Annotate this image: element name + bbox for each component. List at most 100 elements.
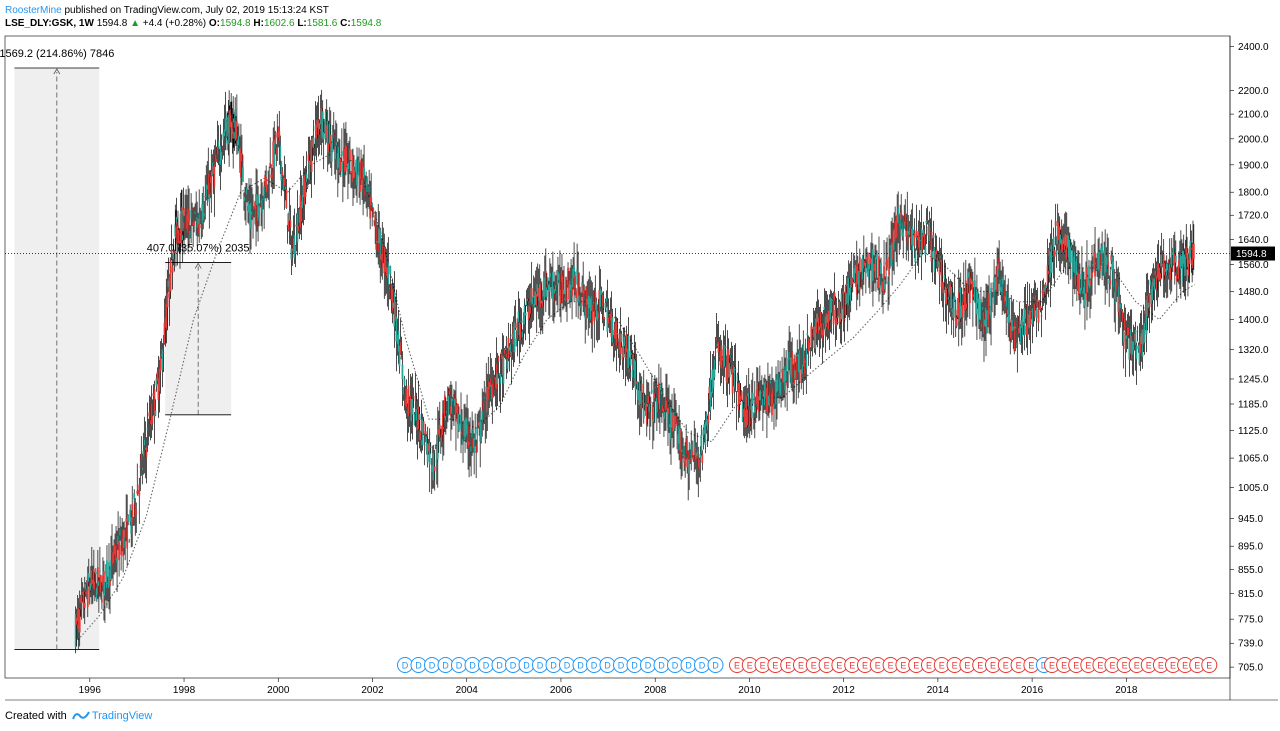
y-tick-label: 739.0 xyxy=(1238,639,1263,650)
candle-body xyxy=(701,454,704,463)
candle-body xyxy=(869,259,871,270)
candle-body xyxy=(442,427,445,429)
candle-body xyxy=(962,287,965,292)
candle-body xyxy=(184,208,186,215)
candle-body xyxy=(401,364,404,380)
candle-body xyxy=(1010,319,1013,341)
candle-body xyxy=(277,126,280,138)
candle-body xyxy=(893,228,896,251)
candle-body xyxy=(734,369,737,371)
candle-body xyxy=(1030,310,1033,312)
candle-body xyxy=(1089,280,1091,289)
candle-body xyxy=(147,441,150,443)
dividend-marker-label: D xyxy=(510,661,517,671)
candle-body xyxy=(698,459,701,470)
candle-body xyxy=(558,272,560,281)
candle-body xyxy=(390,284,393,301)
candle-body xyxy=(971,280,974,300)
y-tick-label: 1065.0 xyxy=(1238,454,1269,465)
candle-body xyxy=(687,451,690,474)
candle-body xyxy=(642,393,645,419)
candle-body xyxy=(953,296,956,302)
candle-body xyxy=(256,194,258,205)
candle-body xyxy=(848,287,851,296)
candle-body xyxy=(617,339,620,342)
candle-body xyxy=(1177,260,1180,279)
candle-body xyxy=(787,357,790,370)
candle-body xyxy=(952,298,955,318)
candle-body xyxy=(681,449,684,452)
candle-body xyxy=(488,382,491,390)
candle-body xyxy=(347,163,349,174)
candle-body xyxy=(1056,222,1059,244)
candle-body xyxy=(1068,239,1071,262)
candle-body xyxy=(1001,277,1004,295)
tradingview-brand[interactable]: TradingView xyxy=(91,710,153,722)
candle-body xyxy=(338,157,341,174)
candle-body xyxy=(321,111,324,138)
candle-body xyxy=(1007,296,1010,324)
candle-body xyxy=(579,306,582,308)
tradingview-logo-icon xyxy=(71,711,90,720)
candle-body xyxy=(348,163,350,170)
candle-body xyxy=(979,321,981,324)
candle-body xyxy=(1042,289,1045,298)
candle-body xyxy=(572,268,574,288)
candle-body xyxy=(591,305,594,325)
candle-body xyxy=(230,114,233,119)
candle-body xyxy=(436,432,439,459)
candle-body xyxy=(781,369,783,373)
candle-body xyxy=(603,318,606,320)
candle-body xyxy=(829,297,832,320)
candle-body xyxy=(782,369,784,383)
candle-body xyxy=(1023,307,1026,336)
candle-body xyxy=(645,402,648,425)
x-tick-label: 2014 xyxy=(927,685,950,696)
candle-body xyxy=(1022,322,1025,326)
candle-body xyxy=(458,413,460,431)
candle-body xyxy=(673,411,675,431)
candle-body xyxy=(837,315,840,318)
candle-body xyxy=(700,435,703,454)
candle-body xyxy=(328,124,331,143)
earnings-marker-label: E xyxy=(862,661,868,671)
candle-body xyxy=(1043,287,1046,292)
candle-body xyxy=(1178,258,1181,268)
candle-body xyxy=(728,363,731,378)
earnings-marker-label: E xyxy=(1073,661,1079,671)
candle-body xyxy=(1074,261,1077,287)
candle-body xyxy=(163,322,166,344)
candle-body xyxy=(131,504,134,525)
candle-body xyxy=(1009,326,1012,338)
candle-body xyxy=(1036,299,1039,308)
candle-body xyxy=(495,364,498,389)
candle-body xyxy=(567,267,569,286)
candle-body xyxy=(1087,276,1089,293)
candle-body xyxy=(545,287,548,297)
candle-body xyxy=(135,510,138,514)
candle-body xyxy=(630,353,633,355)
candle-body xyxy=(392,302,395,308)
candle-body xyxy=(995,276,998,290)
candle-body xyxy=(196,217,199,228)
dividend-marker-label: D xyxy=(402,661,409,671)
candle-body xyxy=(1170,252,1173,268)
y-tick-label: 2000.0 xyxy=(1238,134,1269,145)
candle-body xyxy=(211,162,214,176)
candle-body xyxy=(824,316,827,331)
author-link[interactable]: RoosterMine xyxy=(5,5,62,16)
candle-body xyxy=(890,245,893,266)
candle-body xyxy=(320,108,323,132)
candle-body xyxy=(839,313,842,323)
measure-label: 1569.2 (214.86%) 7846 xyxy=(0,48,114,60)
candle-body xyxy=(497,356,500,362)
earnings-marker-label: E xyxy=(1016,661,1022,671)
candle-body xyxy=(95,587,98,600)
candle-body xyxy=(110,560,112,580)
candle-body xyxy=(358,160,360,177)
candle-body xyxy=(1075,258,1078,276)
dividend-marker-label: D xyxy=(645,661,652,671)
candle-body xyxy=(1125,335,1128,339)
candle-body xyxy=(580,302,583,307)
